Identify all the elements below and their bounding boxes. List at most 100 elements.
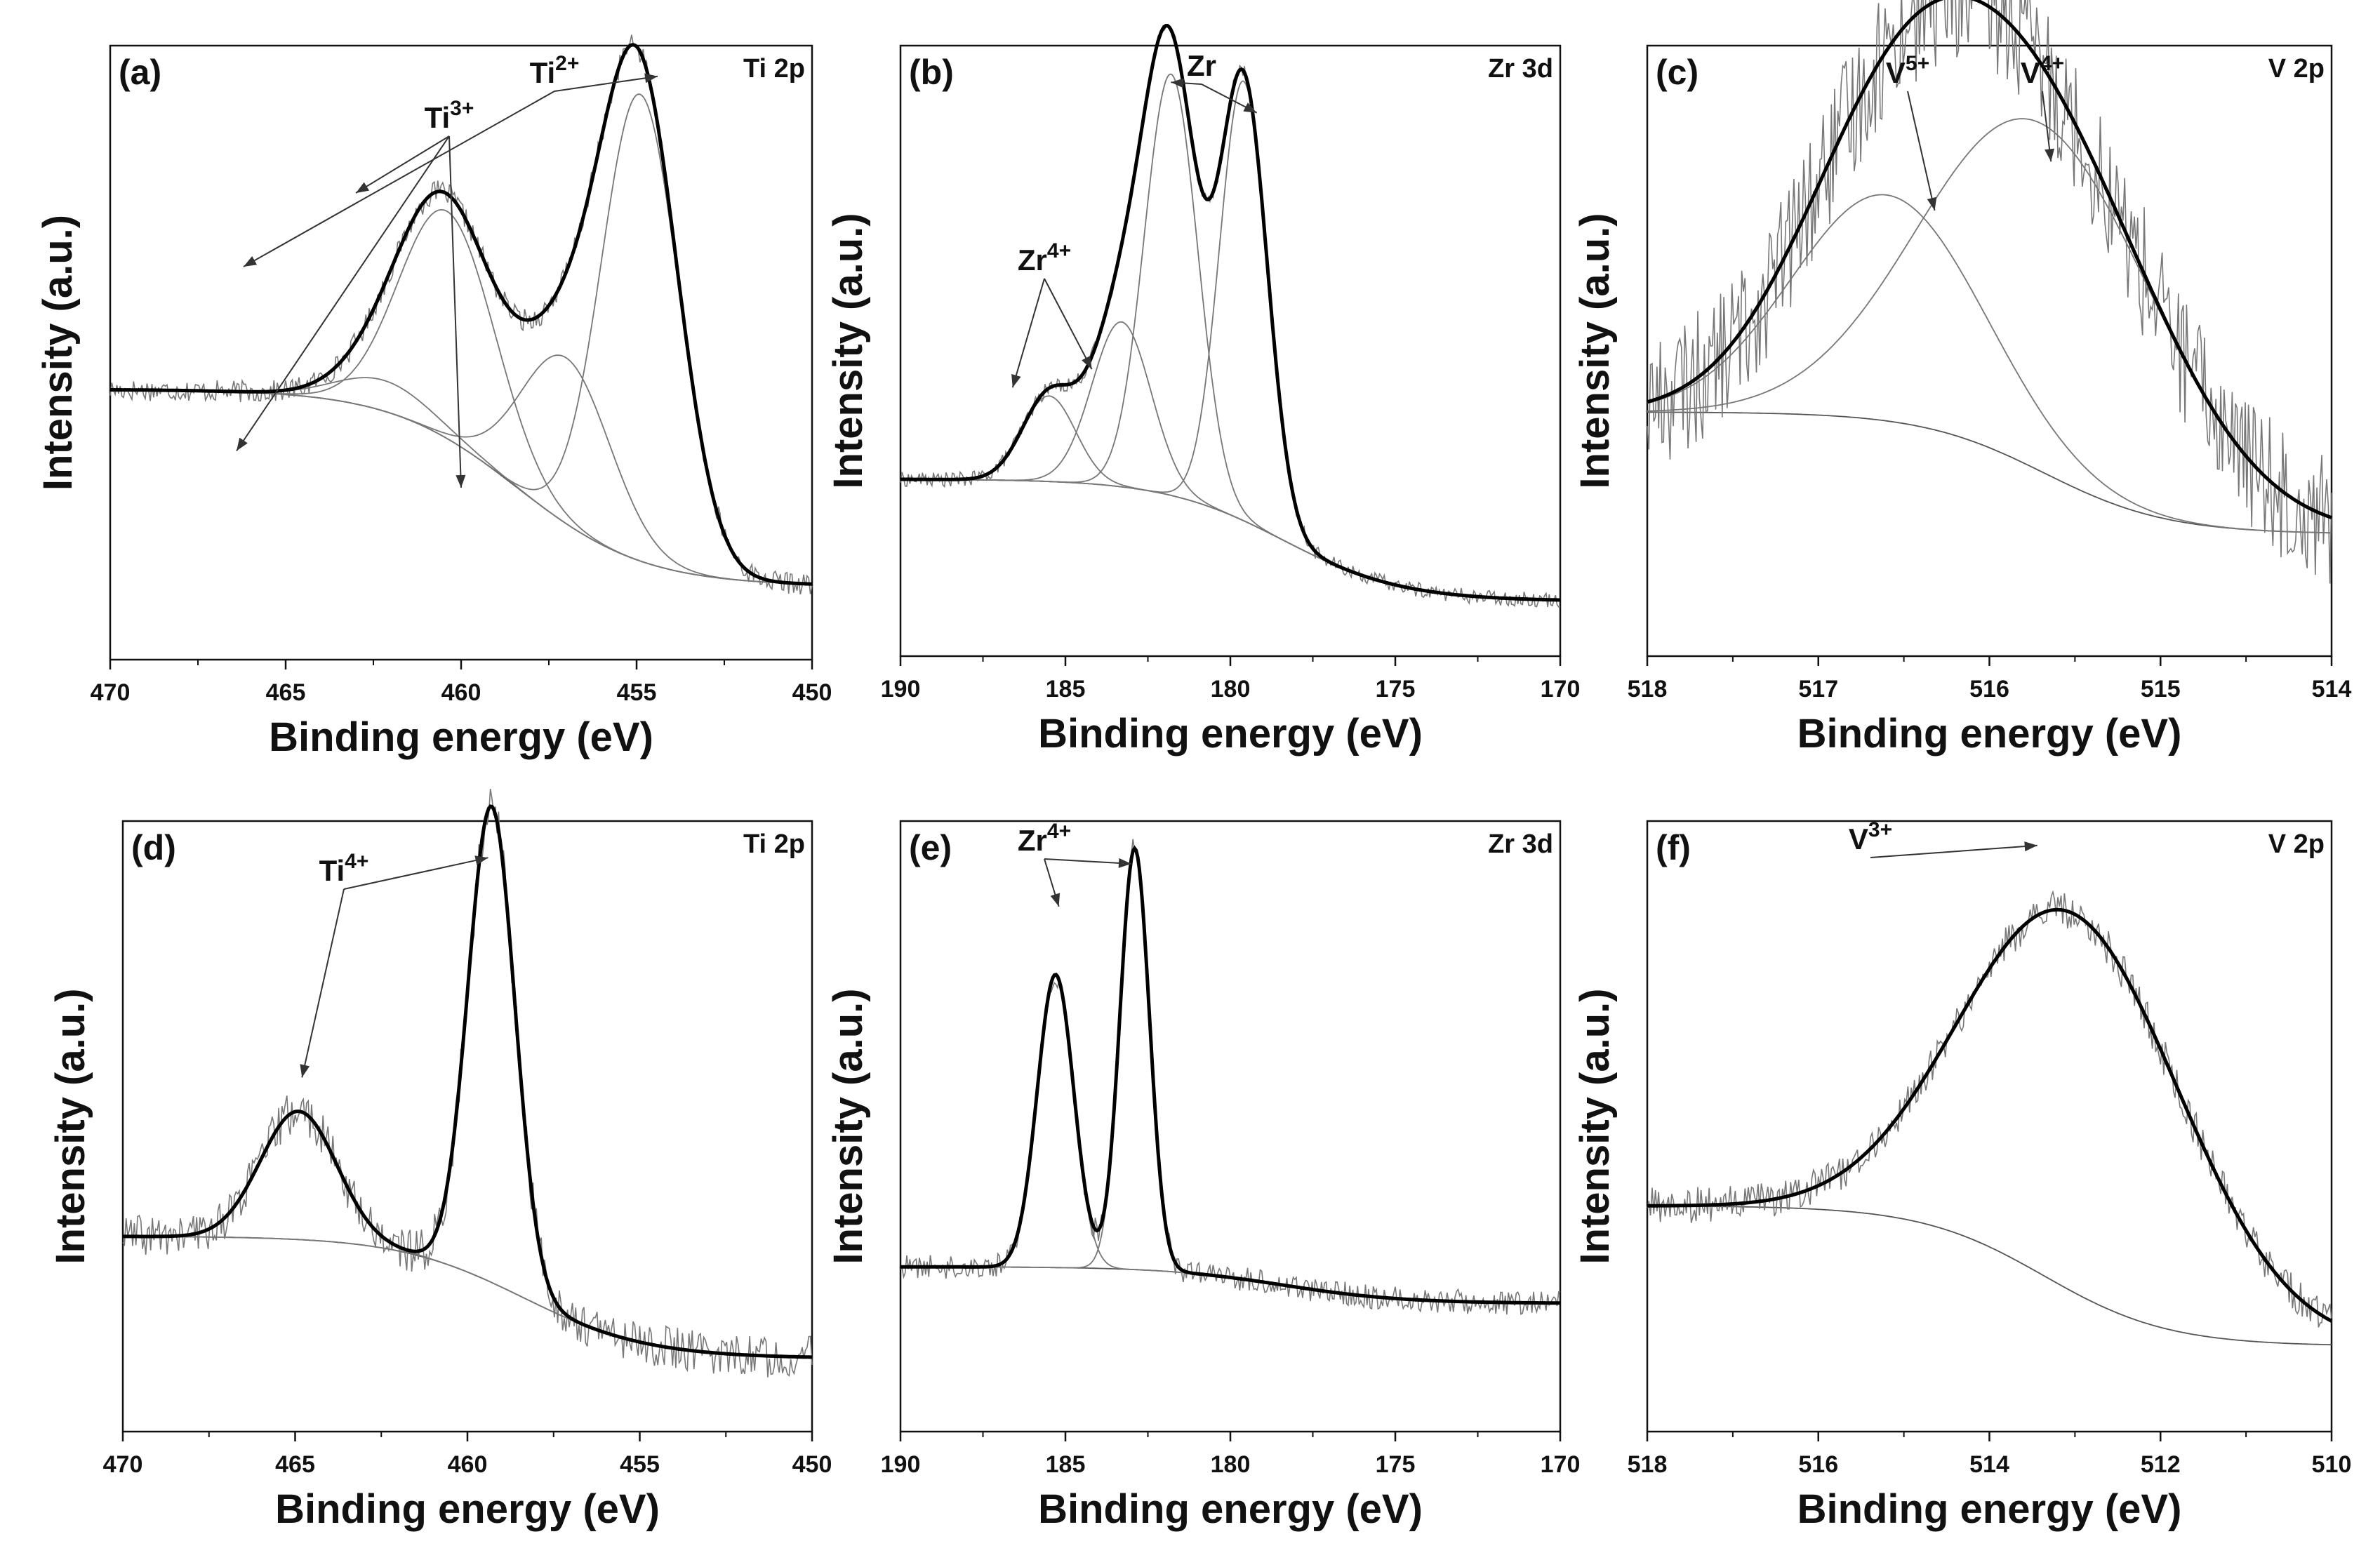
peak-annotation: Zr4+ xyxy=(1018,820,1071,857)
panel-b: 190 185 180 175 170 Binding energy (eV) Intens… xyxy=(825,23,1581,756)
annotation-arrow xyxy=(301,888,345,1078)
y-axis-label: Intensity (a.u.) xyxy=(825,213,871,488)
x-axis-label: Binding energy (eV) xyxy=(1038,1486,1423,1532)
x-tick-label: 516 xyxy=(1798,1451,1838,1478)
x-tick-label: 180 xyxy=(1211,676,1251,702)
annotation-arrow xyxy=(554,75,658,92)
peak-annotation: V4+ xyxy=(2021,52,2064,89)
fit-envelope xyxy=(900,23,1560,602)
fit-component-2 xyxy=(123,806,812,1358)
core-level-label: V 2p xyxy=(2268,829,2325,859)
peak-annotation: Zr4+ xyxy=(1018,239,1071,276)
peak-annotation: V3+ xyxy=(1849,818,1892,855)
x-tick-label: 185 xyxy=(1046,1451,1086,1478)
x-tick-label: 512 xyxy=(2141,1451,2181,1478)
arrow-head xyxy=(356,182,370,193)
annotation-arrow xyxy=(448,135,462,488)
x-tick-label: 190 xyxy=(881,676,921,702)
arrow-head xyxy=(2024,841,2037,852)
fit-envelope xyxy=(110,43,812,586)
background-curve xyxy=(900,479,1560,601)
y-axis-label: Intensity (a.u.) xyxy=(35,215,81,491)
raw-spectrum xyxy=(1647,890,2332,1328)
x-tick-label: 455 xyxy=(617,679,657,706)
arrow-head xyxy=(474,855,488,865)
arrow-head xyxy=(1171,78,1184,88)
fit-component-2 xyxy=(900,847,1560,1304)
core-level-label: Zr 3d xyxy=(1488,54,1553,84)
fit-envelope xyxy=(900,845,1560,1305)
y-axis-label: Intensity (a.u.) xyxy=(825,988,871,1264)
fit-component-4 xyxy=(900,80,1560,601)
peak-annotation: Zr xyxy=(1187,49,1216,82)
panel-d: 470 465 460 455 450 Binding energy (eV) Intens… xyxy=(48,788,832,1532)
arrow-head xyxy=(2045,148,2055,162)
x-tick-label: 450 xyxy=(792,1451,832,1478)
raw-spectrum xyxy=(900,25,1561,608)
background-curve xyxy=(1647,411,2332,534)
x-tick-label: 514 xyxy=(2312,676,2352,702)
panel-label: (a) xyxy=(119,53,161,92)
x-tick-label: 460 xyxy=(448,1451,488,1478)
panel-label: (b) xyxy=(909,53,954,92)
panel-label: (f) xyxy=(1656,828,1691,867)
arrow-head xyxy=(1050,893,1061,907)
panel-label: (c) xyxy=(1656,53,1698,92)
x-tick-label: 518 xyxy=(1628,676,1668,702)
peak-annotation: Ti3+ xyxy=(425,97,474,134)
x-tick-label: 517 xyxy=(1798,676,1838,702)
arrow-head xyxy=(300,1064,310,1078)
arrow-head xyxy=(244,256,258,267)
annotation-arrow xyxy=(243,91,555,267)
raw-spectrum xyxy=(122,788,813,1378)
y-axis-label: Intensity (a.u.) xyxy=(1572,213,1618,488)
arrow-head xyxy=(1927,196,1937,211)
fit-envelope xyxy=(1647,0,2332,519)
x-tick-label: 515 xyxy=(2141,676,2181,702)
fit-component-1 xyxy=(900,973,1560,1304)
y-axis-label: Intensity (a.u.) xyxy=(48,988,93,1264)
arrow-head xyxy=(1082,355,1092,370)
annotation-arrow xyxy=(1044,858,1132,865)
plot-frame xyxy=(899,820,1562,1433)
x-axis-label: Binding energy (eV) xyxy=(1797,711,2182,756)
x-tick-label: 190 xyxy=(881,1451,921,1478)
panel-f: 518 516 514 512 510 Binding energy (eV) Intens… xyxy=(1572,818,2351,1532)
x-axis-label: Binding energy (eV) xyxy=(1797,1486,2182,1532)
x-tick-label: 510 xyxy=(2312,1451,2352,1478)
x-tick-label: 518 xyxy=(1628,1451,1668,1478)
core-level-label: Ti 2p xyxy=(743,54,805,84)
x-tick-label: 170 xyxy=(1541,676,1581,702)
arrow-head xyxy=(644,73,658,84)
core-level-label: Ti 2p xyxy=(743,829,805,859)
fit-component-4 xyxy=(110,93,812,585)
background-curve xyxy=(1647,1205,2332,1346)
x-tick-label: 465 xyxy=(266,679,306,706)
x-tick-label: 175 xyxy=(1376,676,1416,702)
x-tick-label: 470 xyxy=(103,1451,143,1478)
annotation-arrow xyxy=(236,135,450,452)
fit-component-1 xyxy=(900,395,1560,601)
x-tick-label: 170 xyxy=(1541,1451,1581,1478)
background-curve xyxy=(123,1236,812,1358)
arrow-head xyxy=(1011,373,1021,388)
annotation-arrow xyxy=(1907,91,1936,211)
core-level-label: V 2p xyxy=(2268,54,2325,84)
fit-component-1 xyxy=(1647,194,2332,534)
x-axis-label: Binding energy (eV) xyxy=(1038,711,1423,756)
peak-annotation: V5+ xyxy=(1886,52,1929,89)
y-axis-label: Intensity (a.u.) xyxy=(1572,988,1618,1264)
fit-envelope xyxy=(123,804,812,1359)
fit-component-1 xyxy=(123,1110,812,1358)
core-level-label: Zr 3d xyxy=(1488,829,1553,859)
x-tick-label: 470 xyxy=(91,679,131,706)
x-tick-label: 516 xyxy=(1969,676,2009,702)
x-tick-label: 455 xyxy=(620,1451,660,1478)
x-tick-label: 450 xyxy=(792,679,832,706)
x-axis-label: Binding energy (eV) xyxy=(275,1486,660,1532)
x-tick-label: 185 xyxy=(1046,676,1086,702)
annotation-arrow xyxy=(355,135,450,194)
fit-envelope xyxy=(1647,907,2333,1323)
x-axis-label: Binding energy (eV) xyxy=(269,714,653,760)
